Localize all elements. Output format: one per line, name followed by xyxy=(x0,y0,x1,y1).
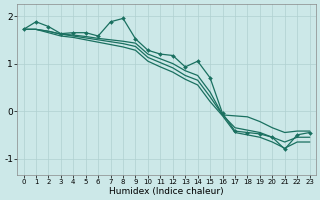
X-axis label: Humidex (Indice chaleur): Humidex (Indice chaleur) xyxy=(109,187,224,196)
